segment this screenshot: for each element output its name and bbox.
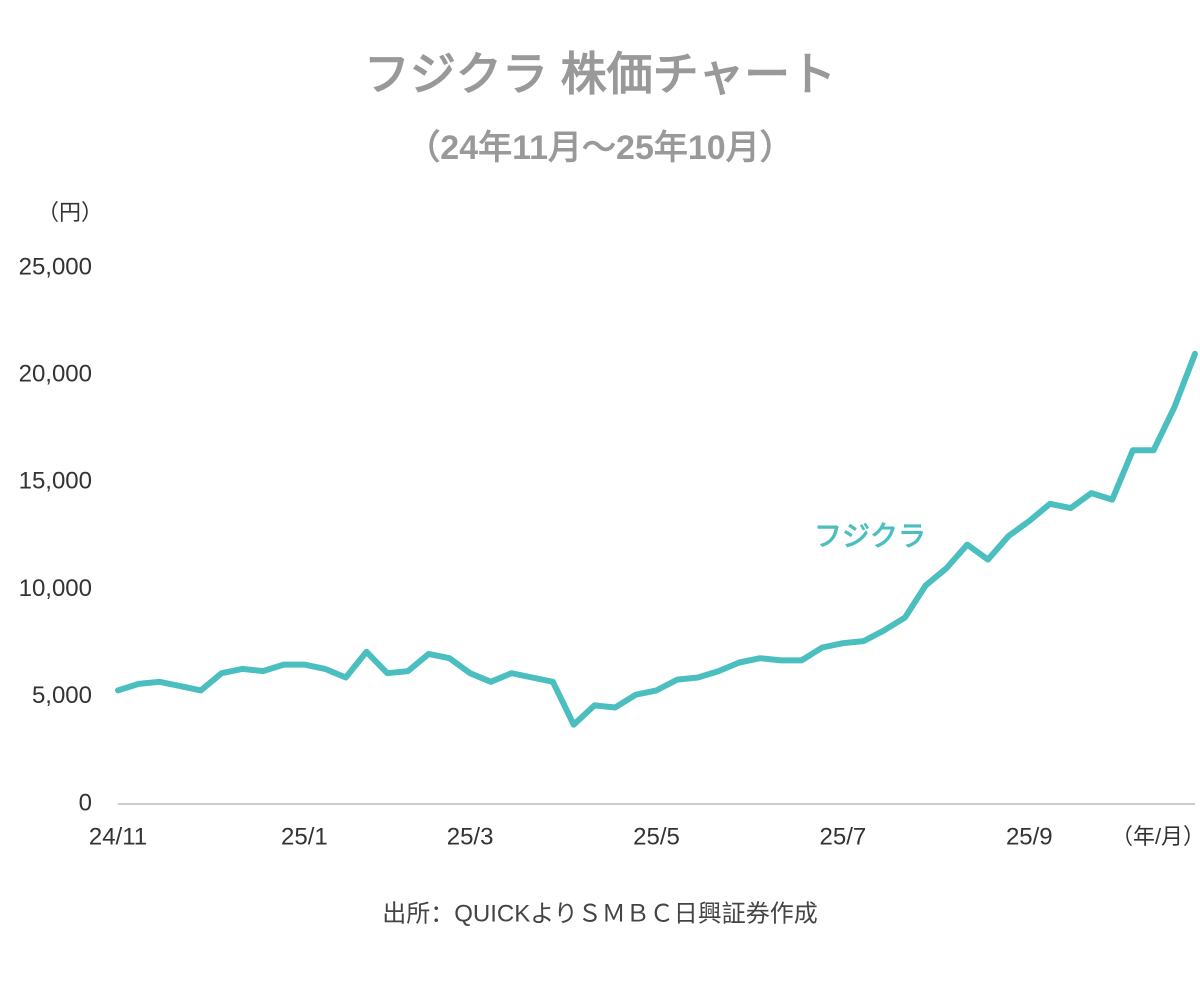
y-tick-label: 15,000: [19, 468, 92, 495]
y-unit: （円）: [37, 200, 103, 225]
source-note: 出所：QUICKよりＳＭＢＣ日興証券作成: [382, 900, 818, 927]
y-tick-label: 25,000: [19, 253, 92, 280]
y-tick-label: 5,000: [32, 682, 92, 709]
chart-title: フジクラ 株価チャート: [364, 48, 836, 100]
y-tick-label: 10,000: [19, 575, 92, 602]
y-tick-label: 0: [79, 789, 92, 816]
x-tick-label: 25/9: [1006, 823, 1053, 850]
x-tick-label: 25/3: [447, 823, 494, 850]
x-tick-label: 25/1: [281, 823, 328, 850]
x-tick-label: 25/5: [633, 823, 680, 850]
x-unit: （年/月）: [1111, 824, 1200, 849]
price-line: [115, 350, 1198, 728]
chart-subtitle: （24年11月～25年10月）: [406, 128, 793, 167]
x-tick-label: 24/11: [89, 823, 147, 850]
x-tick-label: 25/7: [820, 823, 867, 850]
y-tick-label: 20,000: [19, 361, 92, 388]
series-label: フジクラ: [814, 520, 926, 551]
